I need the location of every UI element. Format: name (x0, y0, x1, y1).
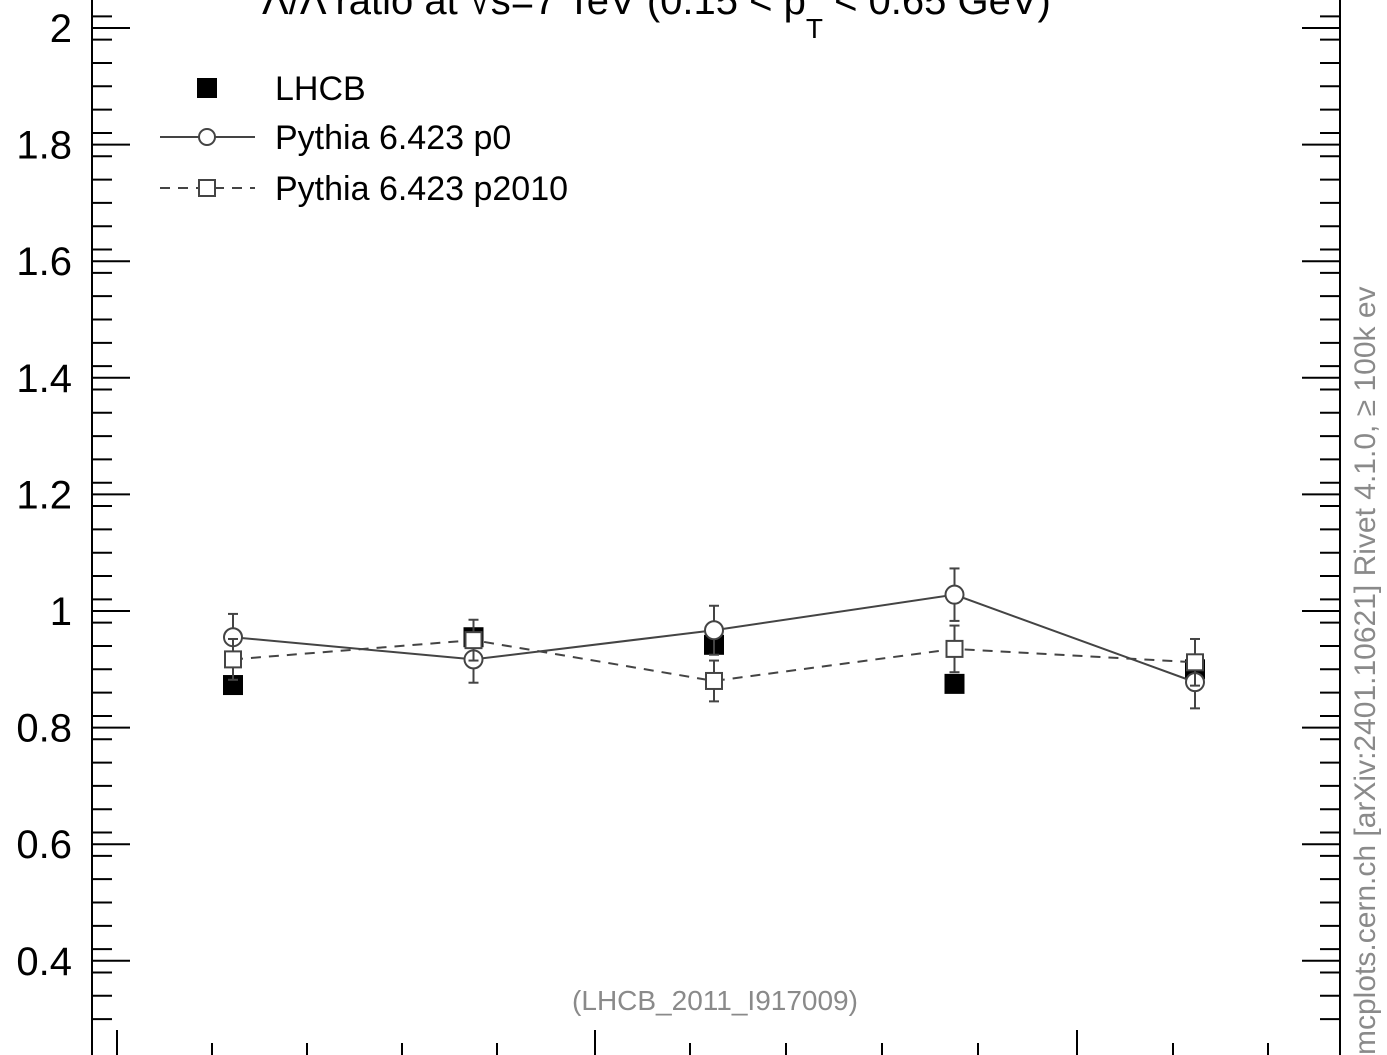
legend-label: LHCB (275, 70, 366, 108)
y-tick-label: 0.6 (16, 823, 72, 867)
chart-title-subscript: T (806, 13, 823, 44)
legend-label: Pythia 6.423 p0 (275, 119, 511, 157)
y-tick-label: 0.4 (16, 940, 72, 984)
legend-entry: Pythia 6.423 p0 (160, 119, 511, 157)
data-point (704, 620, 724, 641)
y-tick-label: 2 (50, 7, 72, 51)
legend: LHCB Pythia 6.423 p0 Pythia 6.423 p2010 (160, 70, 568, 208)
plot-frame: 2 1.8 1.6 1.4 1.2 1 0.8 0.6 0.4 (16, 0, 1341, 1055)
y-tick-label: 1.4 (16, 357, 72, 401)
data-point (945, 639, 964, 658)
chart-title-main: Λ/Λ ratio at √s=7 TeV (0.15 < p (262, 0, 806, 23)
data-point (1186, 653, 1204, 672)
legend-marker (198, 128, 216, 146)
plot-area (223, 567, 1205, 710)
legend-marker (197, 78, 217, 98)
y-tick-label: 1 (50, 590, 72, 634)
data-point (464, 631, 483, 650)
series-pythia-6-423-p2010 (224, 618, 1204, 703)
analysis-id: (LHCB_2011_I917009) (572, 985, 858, 1016)
y-tick-label: 0.8 (16, 707, 72, 751)
y-tick-label: 1.2 (16, 473, 72, 517)
legend-entry: LHCB (197, 70, 366, 108)
y-tick-label: 1.6 (16, 240, 72, 284)
data-point (224, 650, 242, 669)
y-tick-label: 1.8 (16, 124, 72, 168)
data-point (705, 671, 723, 690)
legend-entry: Pythia 6.423 p2010 (160, 170, 568, 208)
chart-title-end: < 0.65 GeV) (823, 0, 1051, 23)
chart-title: Λ/Λ ratio at √s=7 TeV (0.15 < pT < 0.65 … (262, 0, 1051, 44)
legend-marker (198, 179, 216, 197)
legend-label: Pythia 6.423 p2010 (275, 170, 568, 208)
side-label: mcplots.cern.ch [arXiv:2401.10621] Rivet… (1349, 286, 1382, 1055)
data-point (944, 584, 965, 605)
data-point (944, 673, 965, 694)
